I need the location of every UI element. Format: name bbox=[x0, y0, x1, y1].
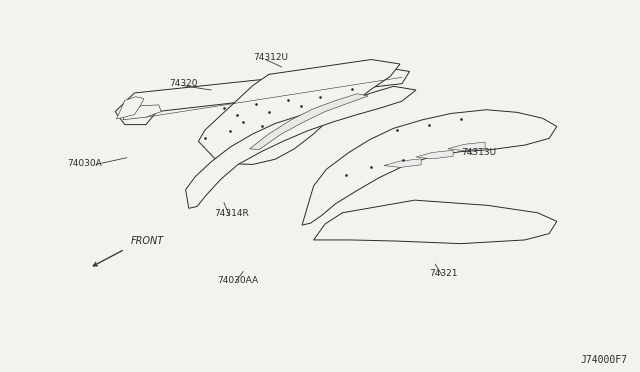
Text: 74312U: 74312U bbox=[253, 53, 288, 62]
Polygon shape bbox=[314, 200, 557, 244]
Polygon shape bbox=[116, 97, 144, 119]
Polygon shape bbox=[186, 86, 416, 208]
Text: 74030AA: 74030AA bbox=[218, 276, 259, 285]
Polygon shape bbox=[384, 159, 421, 167]
Polygon shape bbox=[448, 142, 485, 151]
Text: 74313U: 74313U bbox=[461, 148, 496, 157]
Polygon shape bbox=[198, 60, 400, 164]
Polygon shape bbox=[302, 110, 557, 225]
Text: 74030A: 74030A bbox=[67, 159, 102, 168]
Polygon shape bbox=[250, 94, 368, 150]
Text: 74314R: 74314R bbox=[214, 209, 249, 218]
Text: 74320: 74320 bbox=[170, 79, 198, 88]
Polygon shape bbox=[416, 150, 453, 159]
Polygon shape bbox=[123, 105, 161, 120]
Text: J74000F7: J74000F7 bbox=[580, 355, 627, 365]
Polygon shape bbox=[115, 67, 410, 125]
Text: FRONT: FRONT bbox=[131, 236, 164, 246]
Text: 74321: 74321 bbox=[429, 269, 458, 278]
